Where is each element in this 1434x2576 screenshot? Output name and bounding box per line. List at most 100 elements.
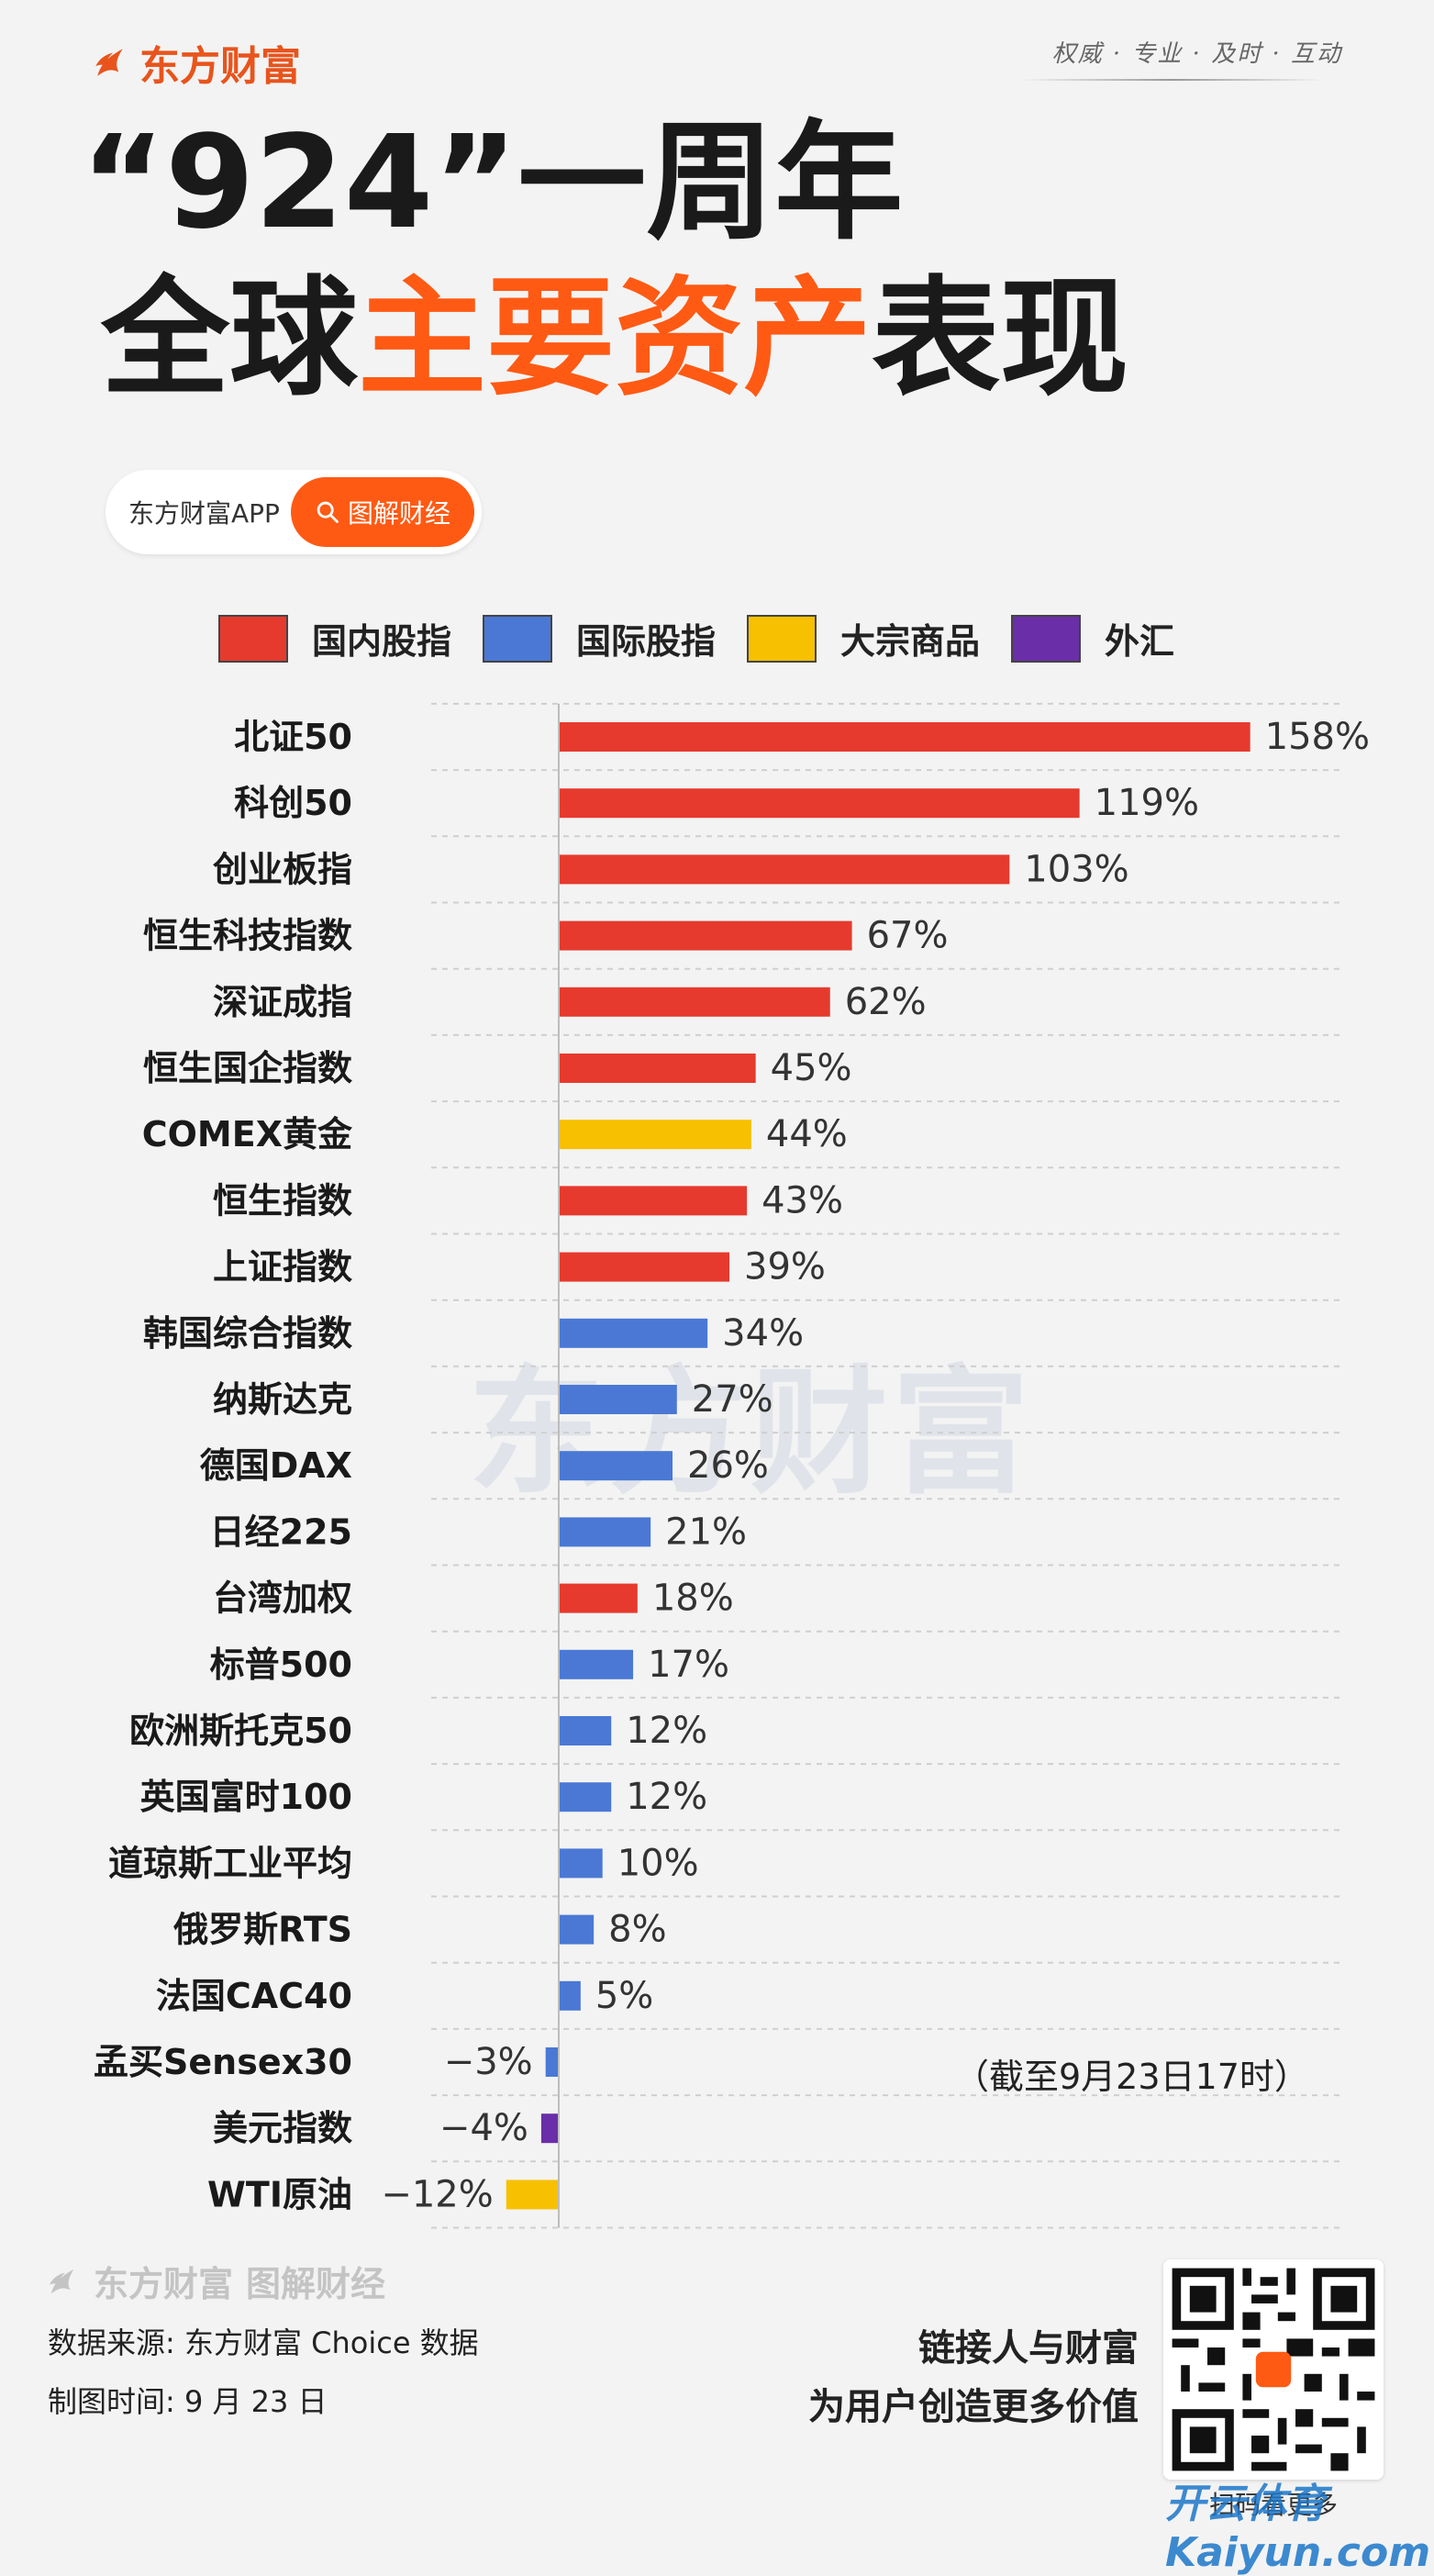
category-label: 俄罗斯RTS (172, 1910, 352, 1950)
value-label: 158% (1265, 716, 1370, 758)
value-label: 12% (626, 1776, 707, 1818)
bar (506, 2180, 559, 2210)
qr-code[interactable] (1163, 2259, 1384, 2480)
value-label: 12% (626, 1710, 707, 1752)
category-label: 恒生科技指数 (143, 916, 352, 956)
chart-time: 制图时间: 9 月 23 日 (48, 2384, 328, 2419)
bar (559, 1451, 673, 1481)
brand-logo: 东方财富 (92, 33, 301, 92)
flame-logo-icon (49, 2269, 74, 2293)
category-label: 恒生指数 (213, 1180, 352, 1221)
category-label: 北证50 (234, 717, 352, 757)
brand-name: 东方财富 (139, 43, 301, 90)
footer-brand: 东方财富 图解财经 (46, 2256, 385, 2306)
legend-swatch-fx (1011, 614, 1082, 663)
footer-slogan-2: 为用户创造更多价值 (808, 2386, 1139, 2428)
legend-swatch-commodity (747, 614, 817, 663)
category-label: 法国CAC40 (156, 1976, 352, 2016)
value-label: 44% (766, 1113, 848, 1155)
value-label: 103% (1024, 848, 1128, 890)
bar (559, 1385, 677, 1414)
search-icon (317, 501, 339, 523)
category-label: 上证指数 (213, 1247, 352, 1288)
legend-item-international: 国际股指 (483, 613, 716, 664)
value-label: −4% (439, 2107, 528, 2149)
footer-brand-name: 东方财富 (94, 2264, 234, 2304)
value-label: 18% (652, 1578, 734, 1620)
bar (559, 1186, 748, 1216)
value-label: 67% (867, 915, 949, 957)
value-label: 39% (744, 1246, 826, 1288)
category-label: 道琼斯工业平均 (108, 1843, 352, 1883)
bar (559, 1716, 612, 1745)
category-label: 台湾加权 (213, 1578, 352, 1619)
category-label: 深证成指 (213, 982, 352, 1022)
legend-item-fx: 外汇 (1011, 613, 1174, 664)
category-label: 日经225 (210, 1511, 352, 1552)
bar (559, 1649, 634, 1679)
pill-app-label: 东方财富APP (128, 498, 280, 529)
category-label: 韩国综合指数 (143, 1313, 352, 1354)
pill-search-button[interactable]: 图解财经 (290, 477, 474, 547)
title-part-a: 全球 (101, 264, 359, 414)
category-label: 科创50 (234, 783, 352, 823)
value-label: 5% (595, 1975, 653, 2017)
bar (559, 1252, 730, 1282)
category-label: 标普500 (210, 1645, 352, 1685)
bar-chart: 北证50 158% 科创50 119% 创业板指 103% 恒生科技指数 67% 深证成指 62%… (94, 702, 1370, 2229)
category-label: 创业板指 (213, 849, 352, 889)
data-source: 数据来源: 东方财富 Choice 数据 (48, 2325, 479, 2360)
legend-label-international: 国际股指 (576, 621, 717, 662)
value-label: 26% (687, 1444, 769, 1487)
bar (559, 987, 830, 1017)
legend-label-commodity: 大宗商品 (840, 621, 981, 662)
brand-watermark: 东方财富 (468, 1354, 1034, 1513)
legend-label-domestic: 国内股指 (312, 621, 452, 662)
as-of-note: （截至9月23日17时） (954, 2057, 1309, 2097)
category-label: COMEX黄金 (142, 1114, 353, 1154)
title-line-2: 全球主要资产表现 (101, 275, 1128, 404)
value-label: −3% (444, 2041, 533, 2083)
value-label: 119% (1095, 782, 1199, 824)
chart-legend: 国内股指 国际股指 大宗商品 外汇 (218, 613, 1206, 664)
value-label: 34% (722, 1312, 804, 1355)
app-pill[interactable]: 东方财富APP 图解财经 (106, 470, 482, 554)
pill-button-label: 图解财经 (347, 498, 450, 529)
value-label: 8% (608, 1909, 666, 1951)
bar (559, 1980, 581, 2011)
bar (559, 1782, 612, 1812)
title-line-1: “924”一周年 (81, 108, 904, 258)
bar (559, 1914, 595, 1945)
value-label: 62% (845, 981, 927, 1023)
legend-item-domestic: 国内股指 (218, 613, 451, 664)
category-label: 欧洲斯托克50 (129, 1711, 352, 1751)
title-part-b: 表现 (872, 264, 1129, 414)
value-label: 45% (771, 1047, 852, 1089)
category-label: WTI原油 (207, 2174, 352, 2214)
site-watermark: 开云体育 Kaiyun.com (1165, 2481, 1431, 2576)
footer-slogan-1: 链接人与财富 (918, 2327, 1139, 2370)
category-label: 孟买Sensex30 (94, 2042, 352, 2082)
bar (559, 1120, 751, 1150)
title-highlight: 主要资产 (358, 264, 873, 414)
value-label: 27% (692, 1378, 773, 1421)
slogan: 权威 · 专业 · 及时 · 互动 (1051, 40, 1342, 68)
bar (559, 722, 1251, 752)
value-label: 21% (665, 1511, 747, 1553)
category-label: 美元指数 (213, 2108, 352, 2148)
bar (559, 1318, 708, 1348)
category-label: 英国富时100 (140, 1777, 352, 1817)
value-label: −12% (381, 2173, 493, 2215)
legend-swatch-international (483, 614, 553, 663)
flame-logo-icon (95, 49, 123, 76)
value-label: 17% (648, 1644, 729, 1686)
bar (559, 920, 852, 951)
legend-item-commodity: 大宗商品 (747, 613, 980, 664)
category-label: 纳斯达克 (213, 1379, 352, 1420)
category-label: 德国DAX (200, 1445, 352, 1486)
value-label: 10% (617, 1842, 699, 1884)
bar (545, 2047, 559, 2077)
bar (559, 1848, 603, 1879)
legend-swatch-domestic (218, 614, 288, 663)
legend-label-fx: 外汇 (1105, 621, 1175, 662)
